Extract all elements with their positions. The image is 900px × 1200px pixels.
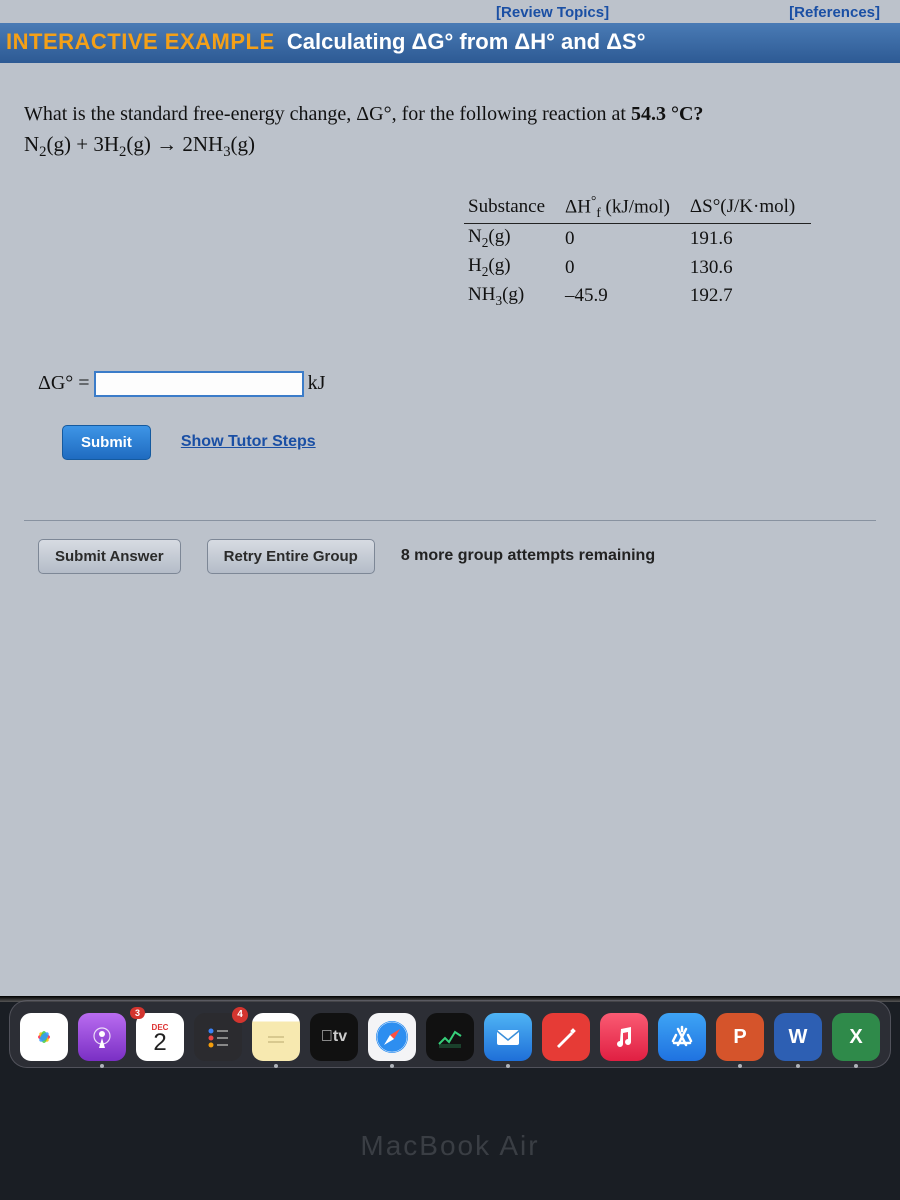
interactive-example-badge: INTERACTIVE EXAMPLE (6, 29, 275, 54)
macos-dock: 3 DEC 2 4 tv (9, 1000, 891, 1068)
review-topics-link[interactable]: [Review Topics] (496, 4, 609, 21)
answer-label: ΔG° = (38, 372, 90, 395)
appstore-app-icon[interactable] (658, 1013, 706, 1061)
col-dh: ΔH°f (kJ/mol) (561, 191, 686, 224)
example-header: INTERACTIVE EXAMPLE Calculating ΔG° from… (0, 23, 900, 63)
powerpoint-app-icon[interactable]: P (716, 1013, 764, 1061)
col-substance: Substance (464, 191, 561, 224)
excel-app-icon[interactable]: X (832, 1013, 880, 1061)
submit-answer-button[interactable]: Submit Answer (38, 539, 181, 574)
calendar-badge: 3 (130, 1007, 145, 1019)
macbook-label: MacBook Air (0, 1130, 900, 1162)
reminders-app-icon[interactable]: 4 (194, 1013, 242, 1061)
reaction-equation: N2(g) + 3H2(g) → 2NH3(g) (24, 132, 876, 161)
word-app-icon[interactable]: W (774, 1013, 822, 1061)
mail-app-icon[interactable] (484, 1013, 532, 1061)
thermo-data-table: Substance ΔH°f (kJ/mol) ΔS°(J/K·mol) N2(… (464, 191, 811, 311)
answer-unit: kJ (308, 372, 326, 395)
submit-button[interactable]: Submit (62, 425, 151, 460)
stocks-app-icon[interactable] (426, 1013, 474, 1061)
attempts-remaining: 8 more group attempts remaining (401, 547, 655, 565)
safari-app-icon[interactable] (368, 1013, 416, 1061)
tv-app-icon[interactable]: tv (310, 1013, 358, 1061)
retry-group-button[interactable]: Retry Entire Group (207, 539, 375, 574)
answer-input[interactable] (94, 371, 304, 397)
markup-app-icon[interactable] (542, 1013, 590, 1061)
calendar-app-icon[interactable]: 3 DEC 2 (136, 1013, 184, 1061)
photos-app-icon[interactable] (20, 1013, 68, 1061)
notes-app-icon[interactable] (252, 1013, 300, 1061)
references-link[interactable]: [References] (789, 4, 880, 21)
table-row: NH3(g) –45.9 192.7 (464, 282, 811, 311)
show-tutor-steps-link[interactable]: Show Tutor Steps (181, 433, 316, 451)
question-text: What is the standard free-energy change,… (24, 103, 876, 126)
col-ds: ΔS°(J/K·mol) (686, 191, 811, 224)
example-title: Calculating ΔG° from ΔH° and ΔS° (287, 29, 646, 54)
music-app-icon[interactable] (600, 1013, 648, 1061)
table-row: H2(g) 0 130.6 (464, 253, 811, 282)
podcasts-app-icon[interactable] (78, 1013, 126, 1061)
table-row: N2(g) 0 191.6 (464, 224, 811, 253)
reminders-badge: 4 (232, 1007, 248, 1023)
